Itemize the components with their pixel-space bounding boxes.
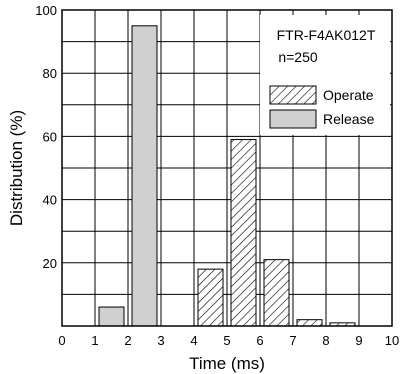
legend-label-release: Release (323, 111, 375, 127)
x-tick-label: 3 (157, 333, 164, 348)
x-tick-label: 4 (190, 333, 197, 348)
bar-operate-2 (263, 259, 290, 327)
bar-operate-3 (296, 319, 323, 327)
annotation-count: n=250 (278, 49, 318, 65)
y-tick-label: 40 (43, 193, 57, 208)
x-tick-label: 10 (385, 333, 399, 348)
annotation-model: FTR-F4AK012T (277, 27, 376, 43)
bar-release-0 (98, 306, 125, 327)
legend-swatch-operate (269, 85, 317, 105)
legend-label-operate: Operate (323, 87, 374, 103)
x-tick-labels: 0 1 2 3 4 5 6 7 8 9 10 (58, 333, 399, 348)
y-tick-label: 20 (43, 256, 57, 271)
x-axis-title: Time (ms) (189, 354, 265, 373)
y-tick-label: 100 (35, 3, 57, 18)
x-tick-label: 9 (355, 333, 362, 348)
x-tick-label: 2 (124, 333, 131, 348)
legend: FTR-F4AK012T n=250 Operate Release (260, 15, 390, 135)
plot-frame (61, 9, 393, 327)
y-axis-title: Distribution (%) (7, 110, 26, 226)
x-tick-label: 7 (289, 333, 296, 348)
y-tick-label: 60 (43, 129, 57, 144)
x-tick-label: 1 (91, 333, 98, 348)
y-tick-labels: 20 40 60 80 100 (35, 3, 57, 271)
bar-release-1 (131, 25, 158, 327)
x-tick-label: 8 (322, 333, 329, 348)
x-tick-label: 0 (58, 333, 65, 348)
x-tick-label: 6 (256, 333, 263, 348)
bar-operate-1 (230, 139, 257, 327)
bars (98, 25, 356, 327)
y-tick-label: 80 (43, 66, 57, 81)
legend-swatch-release (269, 109, 317, 129)
x-tick-label: 5 (223, 333, 230, 348)
bar-operate-0 (197, 268, 224, 327)
